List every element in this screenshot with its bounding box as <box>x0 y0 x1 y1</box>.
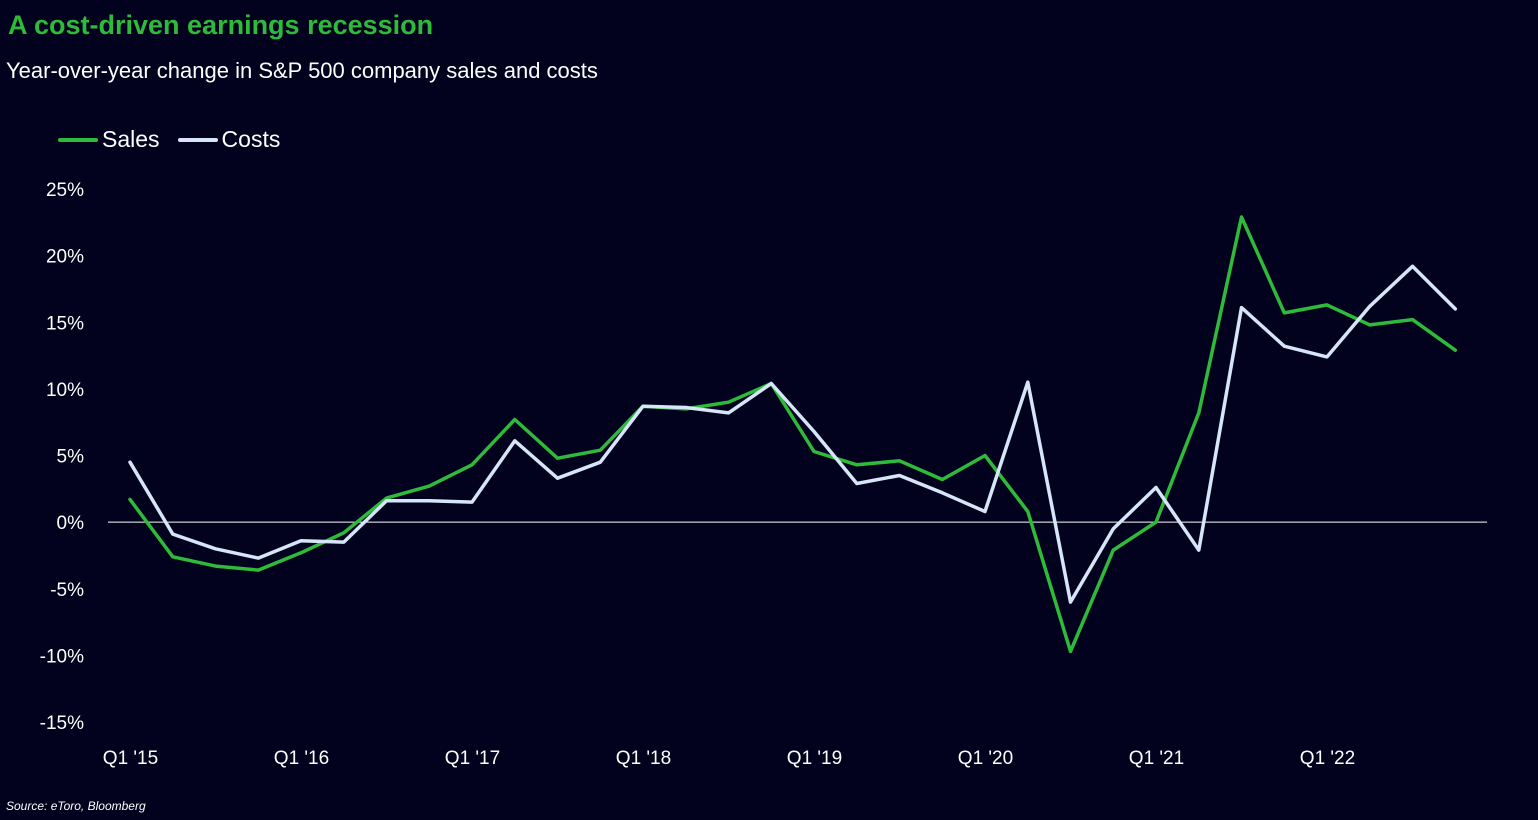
y-tick-label: 15% <box>46 313 84 334</box>
chart-subtitle: Year-over-year change in S&P 500 company… <box>6 58 598 83</box>
x-tick-label: Q1 '22 <box>1300 748 1355 769</box>
series-group <box>128 215 1458 654</box>
x-axis: Q1 '15 Q1 '16 Q1 '17 Q1 '18 Q1 '19 Q1 '20 Q1 '… <box>103 748 1355 769</box>
legend-label-costs: Costs <box>221 126 281 152</box>
series-line-costs <box>128 264 1458 604</box>
x-tick-label: Q1 '19 <box>787 748 842 769</box>
source-note: Source: eToro, Bloomberg <box>6 799 146 813</box>
y-tick-label: 25% <box>46 180 84 201</box>
y-tick-label: -15% <box>40 713 84 734</box>
x-tick-label: Q1 '16 <box>274 748 329 769</box>
x-tick-label: Q1 '17 <box>445 748 500 769</box>
y-tick-label: 0% <box>57 513 85 534</box>
x-tick-label: Q1 '20 <box>958 748 1013 769</box>
y-tick-label: 20% <box>46 247 84 268</box>
legend-item-sales: Sales <box>58 126 160 153</box>
y-tick-label: 10% <box>46 380 84 401</box>
y-tick-label: -5% <box>50 580 84 601</box>
y-tick-label: -10% <box>40 646 84 667</box>
series-line-sales <box>128 215 1458 654</box>
y-tick-label: 5% <box>57 447 85 468</box>
legend: Sales Costs <box>58 126 298 153</box>
legend-label-sales: Sales <box>102 126 160 152</box>
x-tick-label: Q1 '21 <box>1129 748 1184 769</box>
x-tick-label: Q1 '15 <box>103 748 158 769</box>
chart-title: A cost-driven earnings recession <box>8 10 434 40</box>
legend-swatch-sales <box>58 137 98 142</box>
x-tick-label: Q1 '18 <box>616 748 671 769</box>
legend-item-costs: Costs <box>177 126 281 153</box>
y-axis: 25% 20% 15% 10% 5% 0% -5% -10% -15% <box>40 180 84 734</box>
legend-swatch-costs <box>177 137 218 142</box>
